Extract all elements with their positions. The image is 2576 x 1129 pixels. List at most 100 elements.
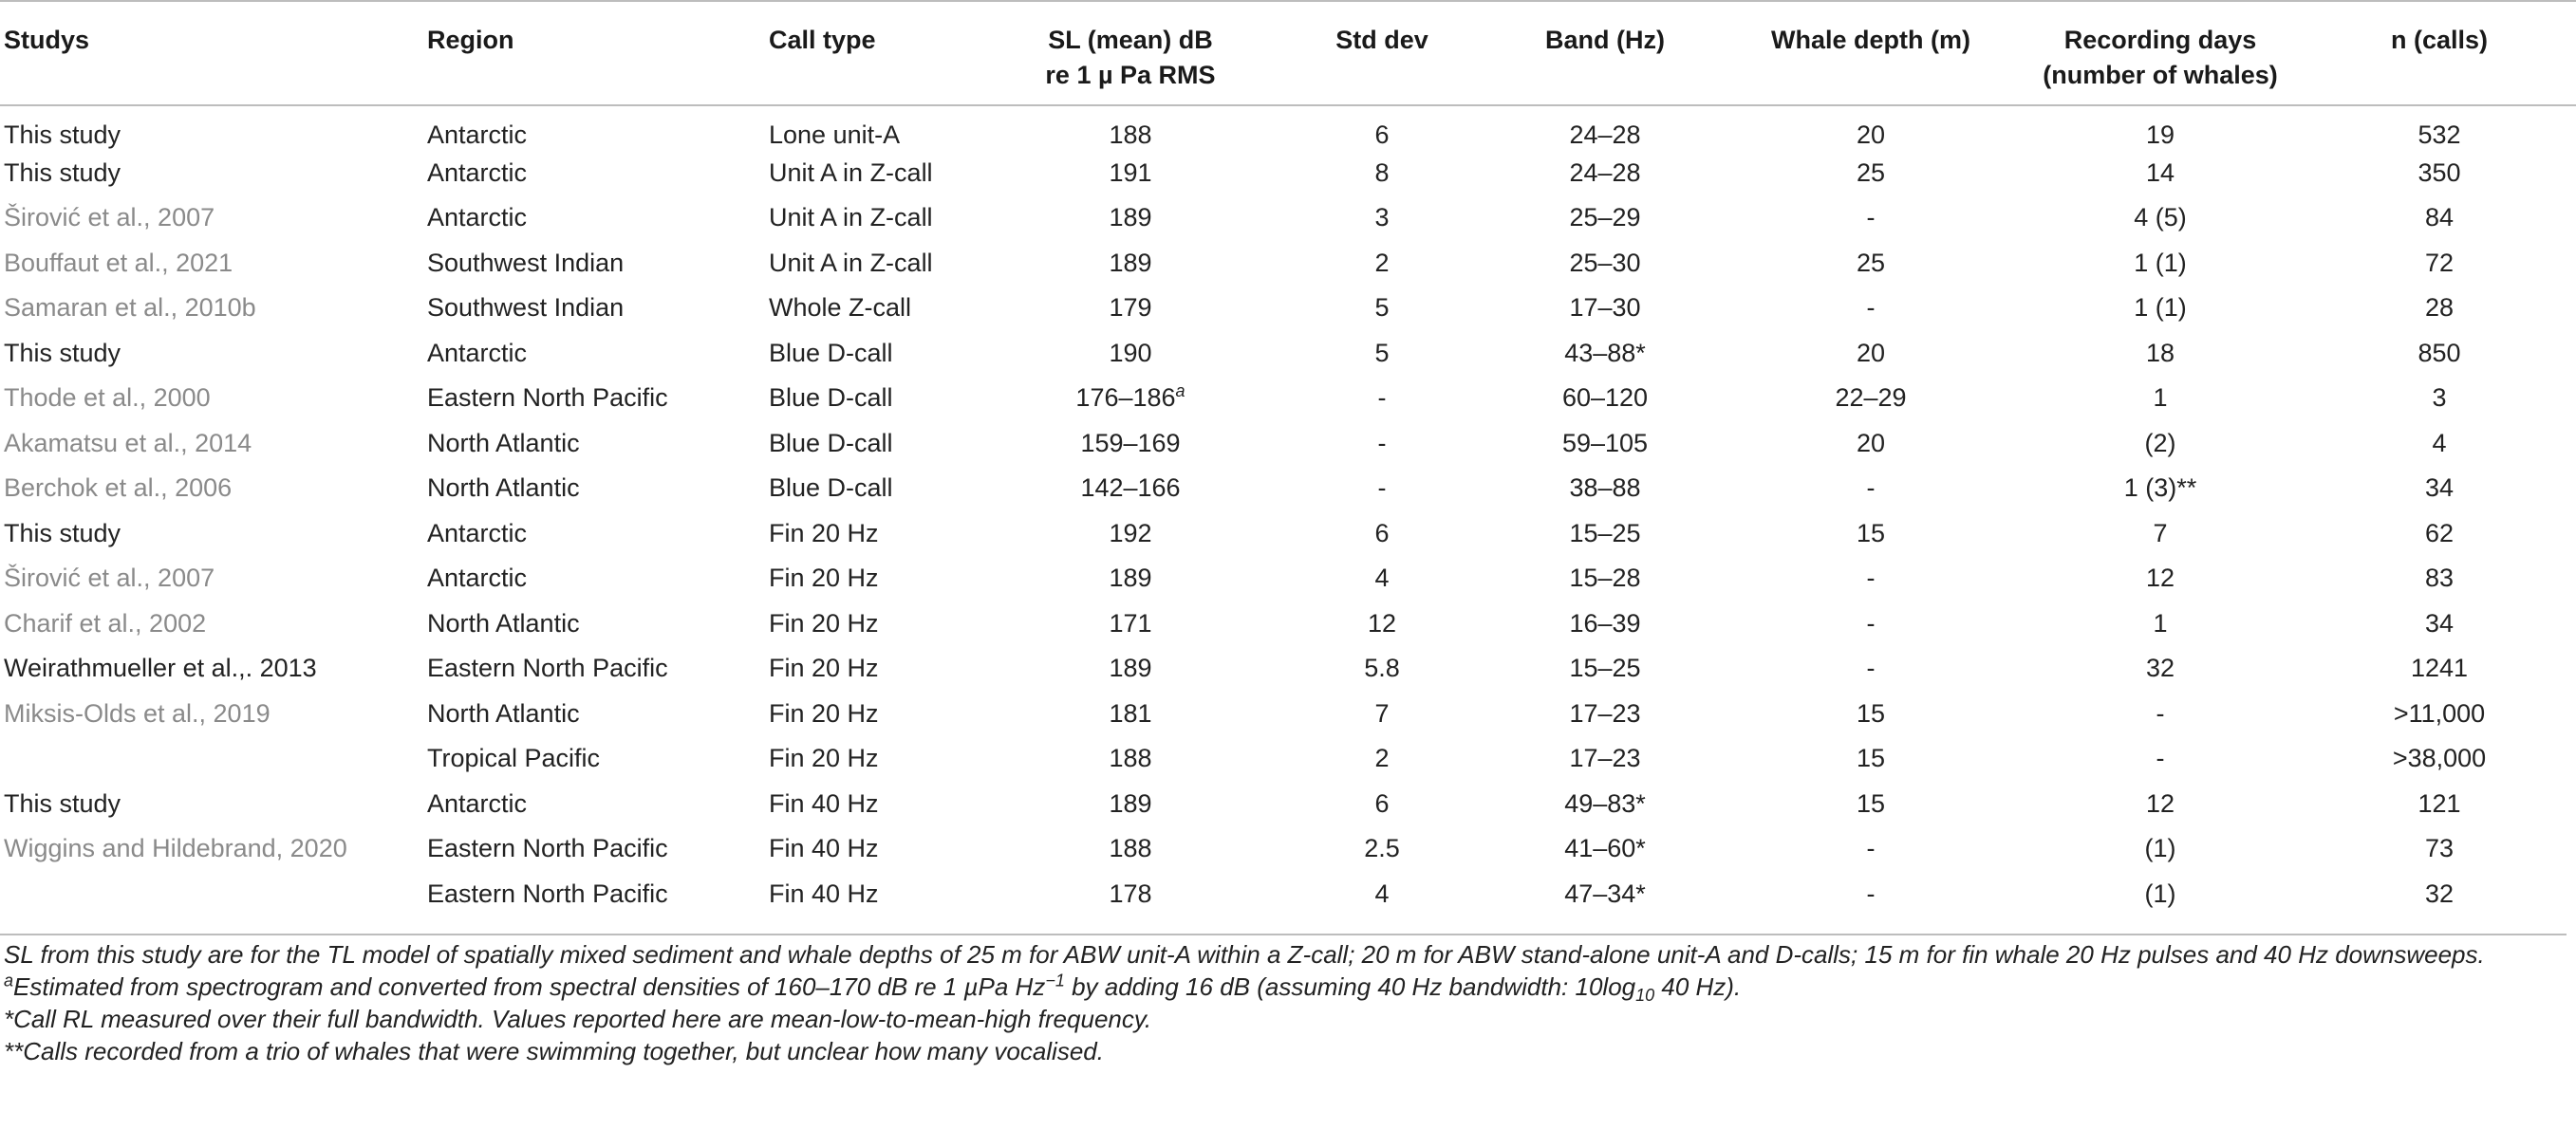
cell-band-text: 25–30 xyxy=(1569,248,1641,277)
cell-study-text: Wiggins and Hildebrand, 2020 xyxy=(4,834,347,863)
cell-band: 59–105 xyxy=(1486,421,1724,467)
cell-whale-depth-text: 15 xyxy=(1856,744,1886,773)
cell-recording-days: 14 xyxy=(2018,151,2303,196)
cell-region: Antarctic xyxy=(423,331,765,377)
cell-band: 25–30 xyxy=(1486,241,1724,287)
cell-call-type-text: Blue D-call xyxy=(769,383,893,413)
cell-band-text: 17–30 xyxy=(1569,293,1641,323)
cell-recording-days: 1 (1) xyxy=(2018,241,2303,287)
cell-study-text: This study xyxy=(4,338,121,367)
cell-n-calls-text: >38,000 xyxy=(2392,744,2487,773)
cell-whale-depth: - xyxy=(1724,556,2018,602)
cell-n-calls: >11,000 xyxy=(2303,692,2576,737)
cell-band: 17–30 xyxy=(1486,286,1724,331)
cell-study: Berchok et al., 2006 xyxy=(0,466,423,511)
cell-region-text: North Atlantic xyxy=(427,698,580,728)
cell-n-calls: 62 xyxy=(2303,511,2576,557)
cell-std-dev-text: - xyxy=(1377,383,1387,413)
cell-source-level-text: 189 xyxy=(1109,564,1152,593)
cell-study-text: Samaran et al., 2010b xyxy=(4,293,256,323)
cell-source-level: 189 xyxy=(983,556,1278,602)
cell-std-dev: 6 xyxy=(1278,782,1486,827)
cell-whale-depth: 25 xyxy=(1724,151,2018,196)
cell-call-type-text: Unit A in Z-call xyxy=(769,203,933,232)
cell-call-type-text: Blue D-call xyxy=(769,473,893,503)
cell-n-calls-text: 34 xyxy=(2424,473,2455,503)
cell-std-dev-text: 5.8 xyxy=(1364,654,1400,683)
data-table: Studys Region Call type SL (mean) dB re … xyxy=(0,1,2576,917)
cell-call-type-text: Fin 20 Hz xyxy=(769,698,879,728)
footnote-marker: a xyxy=(1175,381,1185,401)
cell-n-calls: 84 xyxy=(2303,195,2576,241)
cell-region-text: Eastern North Pacific xyxy=(427,879,668,908)
cell-region-text: Eastern North Pacific xyxy=(427,654,668,683)
cell-std-dev: 6 xyxy=(1278,105,1486,151)
cell-call-type-text: Blue D-call xyxy=(769,428,893,457)
cell-region-text: Antarctic xyxy=(427,518,528,547)
cell-band: 15–25 xyxy=(1486,511,1724,557)
cell-study: Bouffaut et al., 2021 xyxy=(0,241,423,287)
cell-band: 24–28 xyxy=(1486,105,1724,151)
cell-study-text: This study xyxy=(4,120,121,149)
cell-n-calls-text: >11,000 xyxy=(2393,698,2486,728)
cell-std-dev: 4 xyxy=(1278,556,1486,602)
cell-recording-days: 1 (3)** xyxy=(2018,466,2303,511)
cell-recording-days-text: 1 (1) xyxy=(2134,248,2187,277)
cell-recording-days: 1 (1) xyxy=(2018,286,2303,331)
cell-band-text: 15–25 xyxy=(1569,654,1641,683)
cell-whale-depth-text: 20 xyxy=(1856,428,1886,457)
cell-std-dev-text: - xyxy=(1377,428,1387,457)
cell-std-dev: 2 xyxy=(1278,241,1486,287)
cell-n-calls-text: 3 xyxy=(2432,383,2447,413)
cell-call-type: Fin 40 Hz xyxy=(765,872,983,917)
cell-region: North Atlantic xyxy=(423,602,765,647)
cell-band-text: 15–28 xyxy=(1569,564,1641,593)
cell-region-text: Southwest Indian xyxy=(427,248,625,277)
cell-region: Antarctic xyxy=(423,782,765,827)
cell-call-type-text: Fin 20 Hz xyxy=(769,518,879,547)
cell-source-level: 189 xyxy=(983,646,1278,692)
cell-study: This study xyxy=(0,331,423,377)
cell-band-text: 17–23 xyxy=(1569,698,1641,728)
cell-source-level-text: 181 xyxy=(1109,698,1152,728)
cell-std-dev: - xyxy=(1278,376,1486,421)
cell-band: 17–23 xyxy=(1486,736,1724,782)
cell-study: Miksis-Olds et al., 2019 xyxy=(0,692,423,737)
footnote-a-text-2: by adding 16 dB (assuming 40 Hz bandwidt… xyxy=(1064,972,1636,1001)
cell-source-level-text: 142–166 xyxy=(1080,473,1181,503)
cell-study-text: Charif et al., 2002 xyxy=(4,608,207,638)
cell-call-type-text: Fin 20 Hz xyxy=(769,744,879,773)
cell-region-text: Eastern North Pacific xyxy=(427,834,668,863)
cell-whale-depth-text: 25 xyxy=(1856,157,1886,187)
cell-std-dev-text: 3 xyxy=(1374,203,1390,232)
cell-n-calls: 4 xyxy=(2303,421,2576,467)
cell-band: 17–23 xyxy=(1486,692,1724,737)
cell-study: This study xyxy=(0,151,423,196)
cell-n-calls-text: 32 xyxy=(2424,879,2455,908)
cell-std-dev-text: - xyxy=(1377,473,1387,503)
cell-std-dev-text: 4 xyxy=(1374,879,1390,908)
cell-recording-days-text: 32 xyxy=(2145,654,2175,683)
cell-whale-depth-text: - xyxy=(1866,608,1876,638)
cell-std-dev-text: 7 xyxy=(1374,698,1390,728)
table-row: Eastern North Pacific Fin 40 Hz 178 4 47–34*… xyxy=(0,872,2576,917)
cell-band: 15–28 xyxy=(1486,556,1724,602)
footnote-sl-model: SL from this study are for the TL model … xyxy=(0,934,2567,970)
table-row: This study Antarctic Blue D-call 190 5 43–88*… xyxy=(0,331,2576,377)
cell-recording-days-text: 19 xyxy=(2145,120,2175,149)
cell-whale-depth: 20 xyxy=(1724,421,2018,467)
cell-call-type: Fin 20 Hz xyxy=(765,602,983,647)
cell-std-dev: 5 xyxy=(1278,331,1486,377)
cell-study-text: Thode et al., 2000 xyxy=(4,383,211,413)
cell-std-dev-text: 5 xyxy=(1374,338,1390,367)
cell-source-level-text: 188 xyxy=(1109,120,1152,149)
cell-call-type: Fin 40 Hz xyxy=(765,826,983,872)
header-recording-days: Recording days (number of whales) xyxy=(2018,1,2303,105)
cell-n-calls-text: 28 xyxy=(2424,293,2455,323)
cell-n-calls: 1241 xyxy=(2303,646,2576,692)
cell-recording-days: 12 xyxy=(2018,782,2303,827)
header-call-type: Call type xyxy=(769,26,876,54)
cell-region-text: Tropical Pacific xyxy=(427,744,601,773)
cell-region: Eastern North Pacific xyxy=(423,646,765,692)
cell-recording-days-text: (1) xyxy=(2144,879,2176,908)
